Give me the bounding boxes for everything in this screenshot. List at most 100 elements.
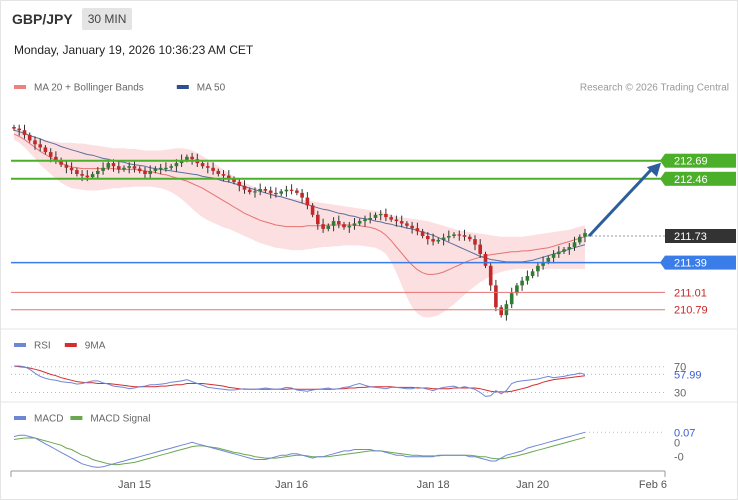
candle-body xyxy=(426,236,430,240)
rsi-last-label: 57.99 xyxy=(674,369,702,381)
rsi-line xyxy=(14,365,586,397)
candle-body xyxy=(447,236,451,238)
candle-body xyxy=(399,221,404,224)
level-label: 212.46 xyxy=(674,174,708,186)
candle-body xyxy=(274,192,278,195)
candle-body xyxy=(305,197,310,206)
candle-body xyxy=(295,190,299,193)
candle-body xyxy=(38,144,42,148)
candle-body xyxy=(289,189,294,191)
candle-body xyxy=(420,231,425,236)
legend-swatch xyxy=(14,85,26,89)
candle-body xyxy=(457,234,462,236)
candle-body xyxy=(310,205,315,215)
timeframe-badge[interactable]: 30 MIN xyxy=(81,8,133,30)
candle-body xyxy=(473,239,477,245)
legend-swatch xyxy=(64,343,77,347)
candle-body xyxy=(331,221,336,226)
candle-body xyxy=(96,170,100,174)
level-label: 211.73 xyxy=(674,231,707,243)
candle-body xyxy=(483,254,488,266)
candle-body xyxy=(357,221,362,224)
candle-body xyxy=(12,127,16,129)
candle-body xyxy=(232,178,236,182)
candle-body xyxy=(221,174,226,176)
candle-body xyxy=(326,225,331,229)
candle-body xyxy=(111,163,116,167)
macd-last-label: 0.07 xyxy=(674,427,695,439)
candle-body xyxy=(557,251,561,255)
candle-body xyxy=(117,166,121,170)
candle-body xyxy=(536,265,540,272)
candle-body xyxy=(216,170,221,174)
rsi-ref-label: 70 xyxy=(674,362,686,374)
candle-body xyxy=(499,307,503,316)
candle-body xyxy=(127,166,131,168)
forecast-arrow-head xyxy=(646,162,661,177)
legend-swatch xyxy=(176,85,189,89)
candle-body xyxy=(54,156,58,160)
legend-label: MACD Signal xyxy=(90,414,150,425)
candle-body xyxy=(258,189,262,192)
candle-body xyxy=(27,134,32,141)
x-axis-tick-label: Feb 6 xyxy=(639,479,667,491)
candle-body xyxy=(541,261,545,266)
candle-body xyxy=(169,166,173,168)
level-label: 211.01 xyxy=(674,287,707,299)
candle-body xyxy=(22,130,27,135)
level-badge-support xyxy=(665,255,736,270)
candle-body xyxy=(153,168,158,171)
candle-body xyxy=(143,170,147,174)
candle-body xyxy=(185,156,189,160)
candle-body xyxy=(211,167,215,171)
rsi-ref-label: 30 xyxy=(674,388,686,400)
candle-body xyxy=(509,293,514,305)
candle-body xyxy=(122,167,126,170)
candle-body xyxy=(174,163,179,167)
candle-body xyxy=(279,191,283,194)
candle-body xyxy=(410,225,414,229)
candle-body xyxy=(415,228,420,232)
candle-body xyxy=(494,285,498,308)
level-label: 212.69 xyxy=(674,156,708,168)
candle-body xyxy=(373,214,378,218)
candle-body xyxy=(452,234,456,236)
candle-body xyxy=(347,225,352,228)
candle-body xyxy=(132,166,137,169)
legend-label: MA 20 + Bollinger Bands xyxy=(34,83,144,94)
bollinger-band xyxy=(14,128,585,318)
candle-body xyxy=(59,160,63,165)
candle-body xyxy=(48,152,53,157)
legend-swatch xyxy=(14,343,26,347)
candle-body xyxy=(227,175,231,179)
candle-body xyxy=(572,242,577,247)
level-badge-resistance xyxy=(665,171,736,186)
level-label: 210.79 xyxy=(674,305,708,317)
candle-body xyxy=(567,247,572,250)
candle-body xyxy=(148,170,152,174)
report-datetime: Monday, January 19, 2026 10:36:23 AM CET xyxy=(14,43,254,57)
candle-body xyxy=(85,175,90,178)
candle-body xyxy=(137,168,142,171)
candle-body xyxy=(389,217,393,220)
candle-body xyxy=(164,167,168,169)
legend-label: MACD xyxy=(34,414,63,425)
candle-body xyxy=(431,239,435,242)
level-label: 211.39 xyxy=(674,258,707,270)
macd-ref-label: 0 xyxy=(674,437,680,449)
candle-body xyxy=(206,166,210,168)
candle-body xyxy=(394,219,399,222)
candle-body xyxy=(106,163,111,168)
legend-label: MA 50 xyxy=(197,83,226,94)
candle-body xyxy=(583,232,587,237)
candle-body xyxy=(337,221,341,225)
chart-header: GBP/JPY 30 MIN xyxy=(12,8,133,30)
candle-body xyxy=(284,189,289,192)
candle-body xyxy=(33,140,37,145)
candle-body xyxy=(17,128,21,131)
candle-body xyxy=(551,254,556,258)
level-badge-pointer xyxy=(660,255,665,270)
candle-body xyxy=(525,276,530,281)
candle-body xyxy=(468,236,472,240)
